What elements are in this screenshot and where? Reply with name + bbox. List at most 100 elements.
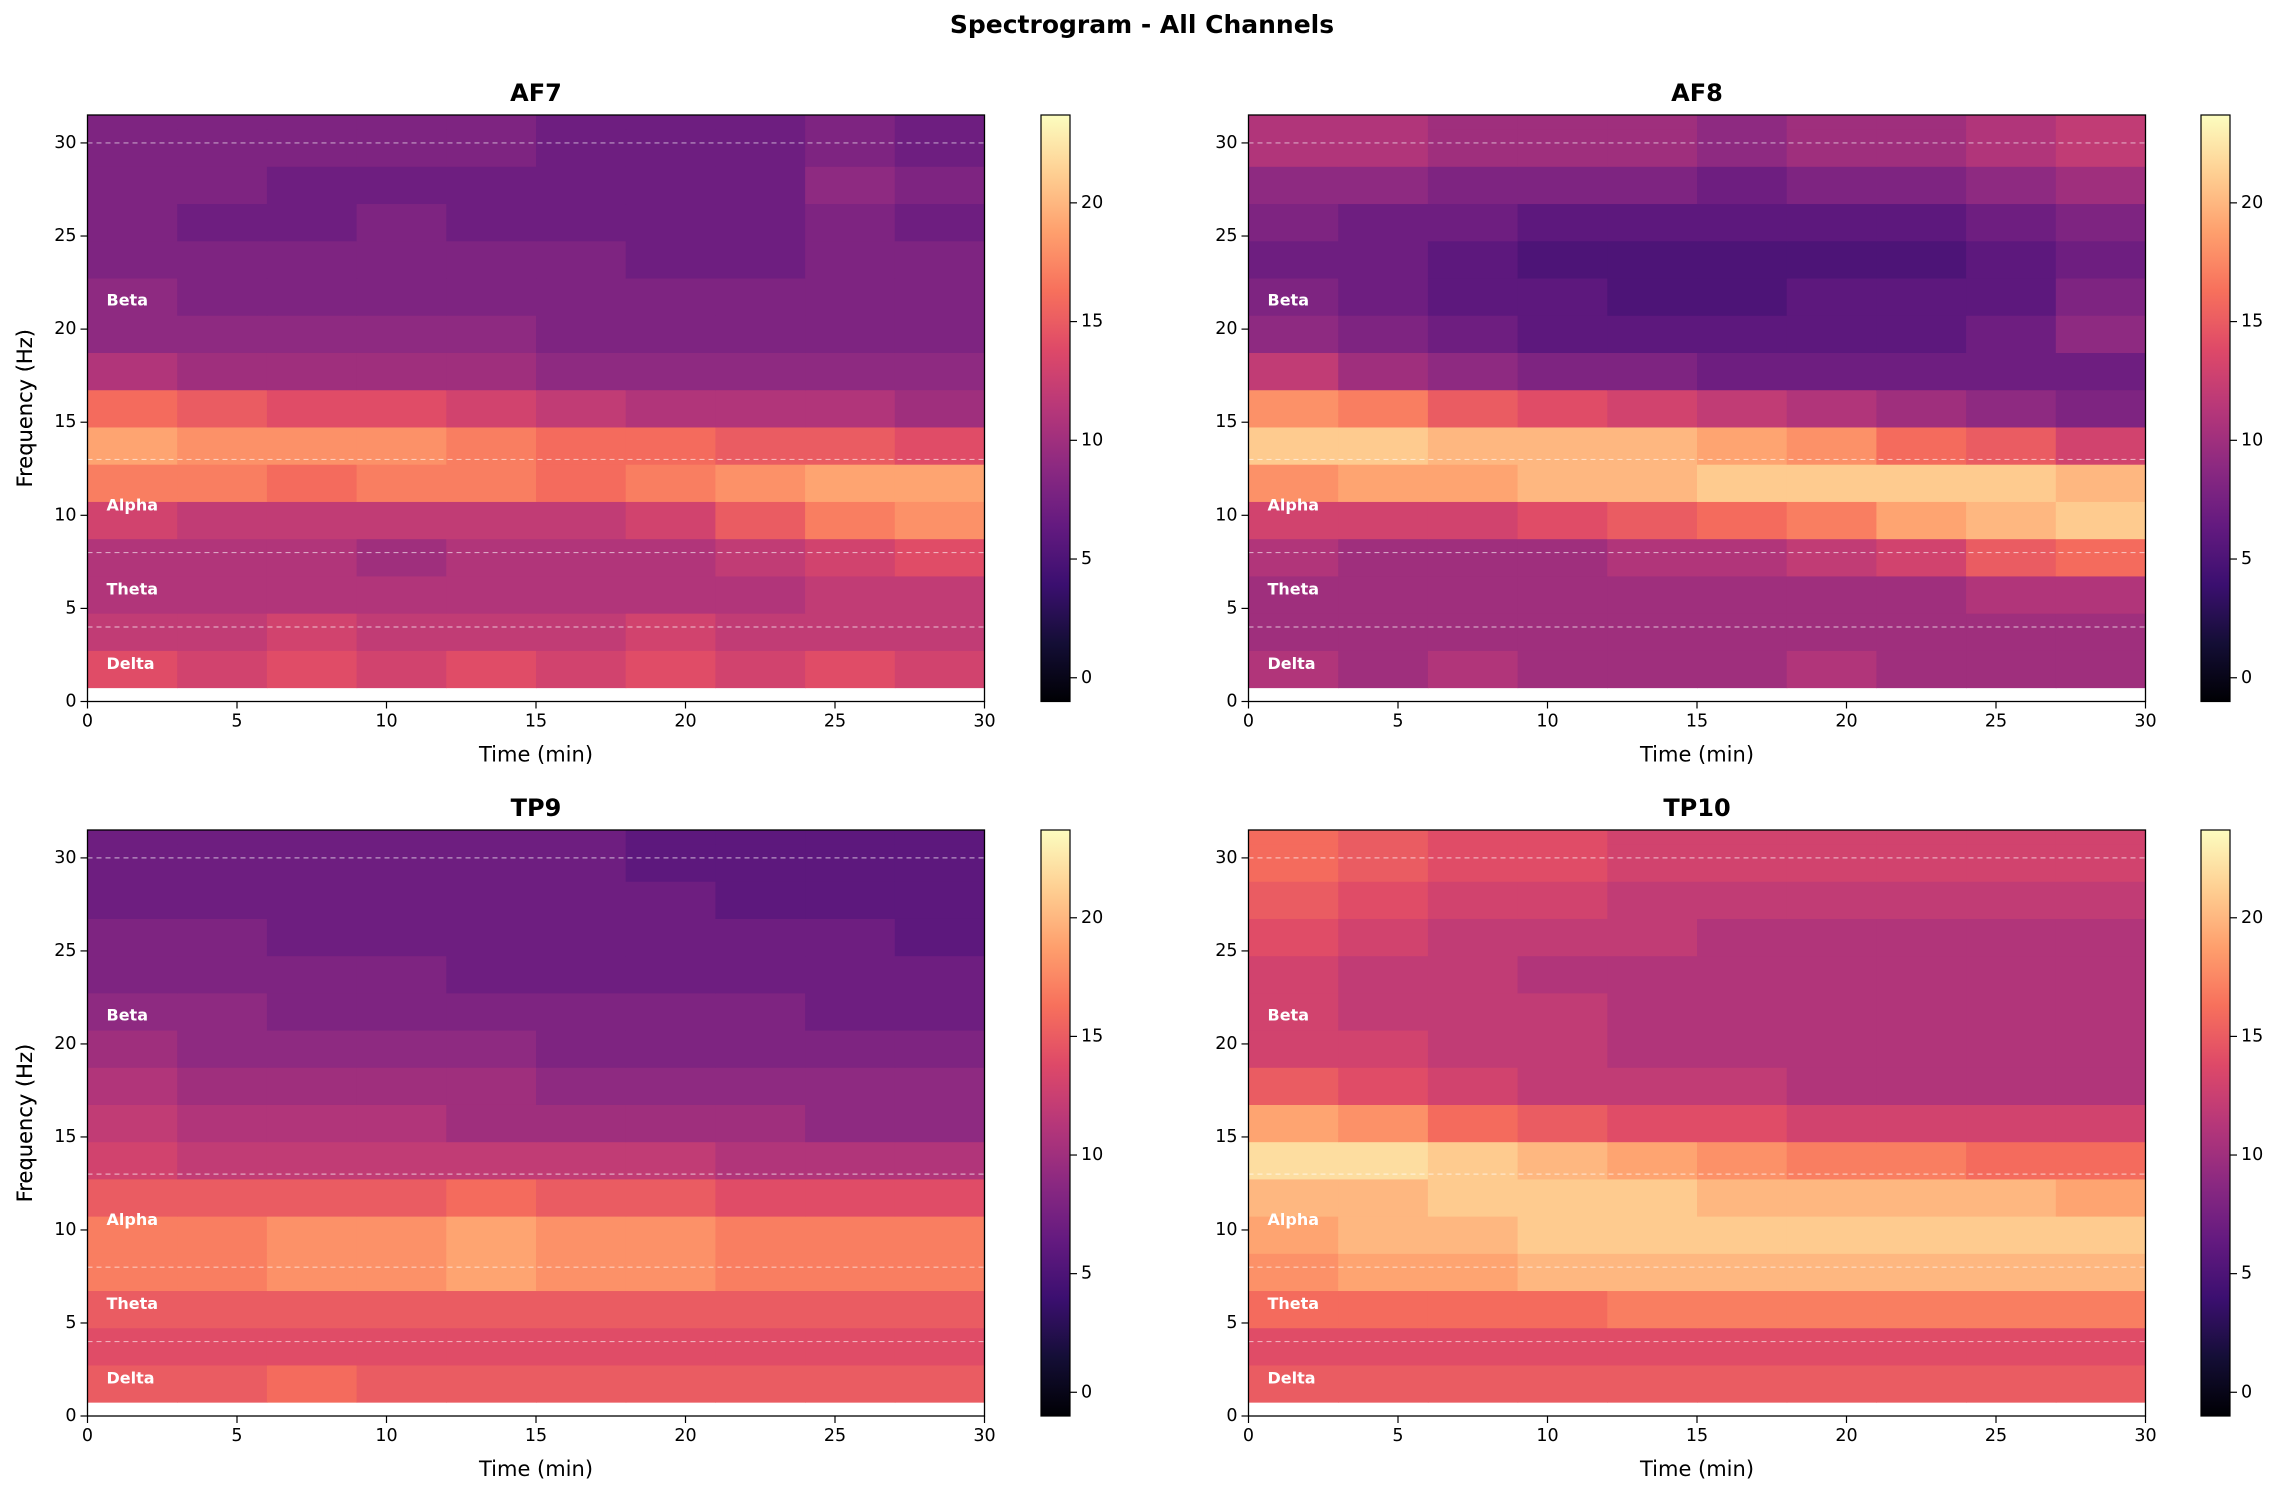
band-label: Beta: [1268, 1006, 1310, 1025]
heatmap-cell: [1338, 843, 1429, 882]
heatmap-cell: [536, 1104, 627, 1143]
heatmap-cell: [1697, 955, 1788, 994]
heatmap-cell: [87, 992, 178, 1031]
heatmap-cell: [715, 315, 806, 353]
y-axis-label: Frequency (Hz): [13, 329, 37, 487]
x-tick-label: 20: [674, 1426, 696, 1446]
x-tick-label: 25: [824, 1426, 846, 1446]
heatmap-cell: [2055, 575, 2146, 614]
heatmap-cell: [1517, 426, 1608, 465]
heatmap-cell: [1338, 955, 1429, 994]
heatmap-cell: [446, 1141, 537, 1180]
heatmap-cell: [1427, 426, 1519, 465]
heatmap-cell: [1338, 1253, 1429, 1292]
heatmap-cell: [87, 1067, 178, 1105]
heatmap-cell: [266, 992, 358, 1031]
heatmap-cell: [1697, 830, 1788, 845]
heatmap-cell: [1248, 277, 1339, 316]
heatmap-cell: [356, 1067, 447, 1105]
heatmap-cell: [1427, 538, 1519, 577]
heatmap-cell: [87, 613, 178, 651]
subplot-title: TP10: [1663, 794, 1730, 822]
subplot: Delta Theta Alpha Beta 0 5 10 15 20 25 30 0 5 10 15 20 2…: [13, 794, 2263, 1481]
heatmap-cell: [266, 426, 358, 465]
heatmap-cell: [1876, 538, 1967, 577]
y-tick-label: 15: [1215, 412, 1237, 432]
heatmap-cell: [1338, 575, 1429, 614]
heatmap-cell: [805, 1067, 896, 1105]
heatmap-cell: [894, 650, 985, 689]
heatmap-cell: [1786, 1067, 1877, 1105]
band-label: Theta: [107, 579, 159, 598]
heatmap-cell: [894, 1029, 985, 1068]
heatmap-cell: [1966, 881, 2057, 919]
band-label: Alpha: [1268, 496, 1320, 515]
heatmap-cell: [1786, 128, 1877, 167]
heatmap-cell: [625, 1104, 716, 1143]
heatmap-cell: [266, 352, 358, 391]
heatmap-cell: [87, 203, 178, 242]
heatmap-cell: [1697, 843, 1788, 882]
y-tick-label: 10: [54, 505, 76, 525]
colorbar-tick-label: 15: [1081, 312, 1103, 332]
heatmap-cell: [715, 240, 806, 279]
heatmap-cell: [266, 613, 358, 651]
band-label: Beta: [107, 1006, 149, 1025]
heatmap-cell: [1248, 992, 1339, 1031]
heatmap-cell: [1786, 1253, 1877, 1292]
heatmap-cell: [894, 352, 985, 391]
y-tick-label: 10: [1215, 505, 1237, 525]
heatmap-cell: [1517, 1253, 1608, 1292]
heatmap-cell: [446, 464, 537, 502]
heatmap-cell: [356, 501, 447, 540]
heatmap-cell: [1697, 1067, 1788, 1105]
colorbar-tick-label: 20: [2241, 908, 2263, 928]
heatmap-cell: [894, 992, 985, 1031]
heatmap-cell: [1248, 352, 1339, 391]
heatmap-cell: [1966, 426, 2057, 465]
heatmap-cell: [1517, 830, 1608, 845]
heatmap-cell: [1697, 115, 1788, 130]
heatmap-cell: [1338, 1067, 1429, 1105]
heatmap-cell: [177, 240, 268, 279]
heatmap-cell: [1248, 501, 1339, 540]
heatmap-cell: [805, 1253, 896, 1292]
heatmap-cell: [356, 1104, 447, 1143]
colorbar-tick-label: 5: [2241, 549, 2252, 569]
heatmap-cell: [1338, 1029, 1429, 1068]
heatmap-cell: [87, 128, 178, 167]
heatmap-cell: [1517, 918, 1608, 957]
heatmap-cell: [1248, 1178, 1339, 1217]
heatmap-cell: [266, 389, 358, 428]
heatmap-cell: [177, 128, 268, 167]
heatmap-cell: [1607, 650, 1698, 689]
heatmap-cell: [625, 1327, 716, 1366]
heatmap-cell: [87, 538, 178, 577]
heatmap-cell: [177, 426, 268, 465]
heatmap-cell: [1607, 1067, 1698, 1105]
heatmap-cell: [266, 650, 358, 689]
heatmap-cell: [1697, 501, 1788, 540]
heatmap-cell: [1697, 575, 1788, 614]
heatmap-cell: [1607, 1327, 1698, 1366]
heatmap-cell: [266, 166, 358, 205]
heatmap-cell: [2055, 1104, 2146, 1143]
heatmap-cell: [805, 1327, 896, 1366]
heatmap-cell: [1607, 538, 1698, 577]
heatmap-cell: [1427, 830, 1519, 845]
heatmap-cell: [1517, 992, 1608, 1031]
heatmap-cell: [1966, 650, 2057, 689]
heatmap-cell: [1966, 918, 2057, 957]
heatmap-cell: [2055, 1253, 2146, 1292]
heatmap-cell: [1876, 128, 1967, 167]
y-tick-label: 20: [1215, 1034, 1237, 1054]
heatmap-cell: [1338, 830, 1429, 845]
subplot: Delta Theta Alpha Beta 0 5 10 15 20 25 30 0 5 10 15 20 2…: [13, 79, 2263, 767]
heatmap-cell: [625, 1253, 716, 1292]
heatmap-cell: [1517, 1067, 1608, 1105]
heatmap-cell: [1966, 1029, 2057, 1068]
band-label: Theta: [107, 1294, 159, 1313]
heatmap-cell: [536, 501, 627, 540]
colorbar-tick-label: 0: [1081, 668, 1092, 688]
heatmap-cell: [1876, 240, 1967, 279]
